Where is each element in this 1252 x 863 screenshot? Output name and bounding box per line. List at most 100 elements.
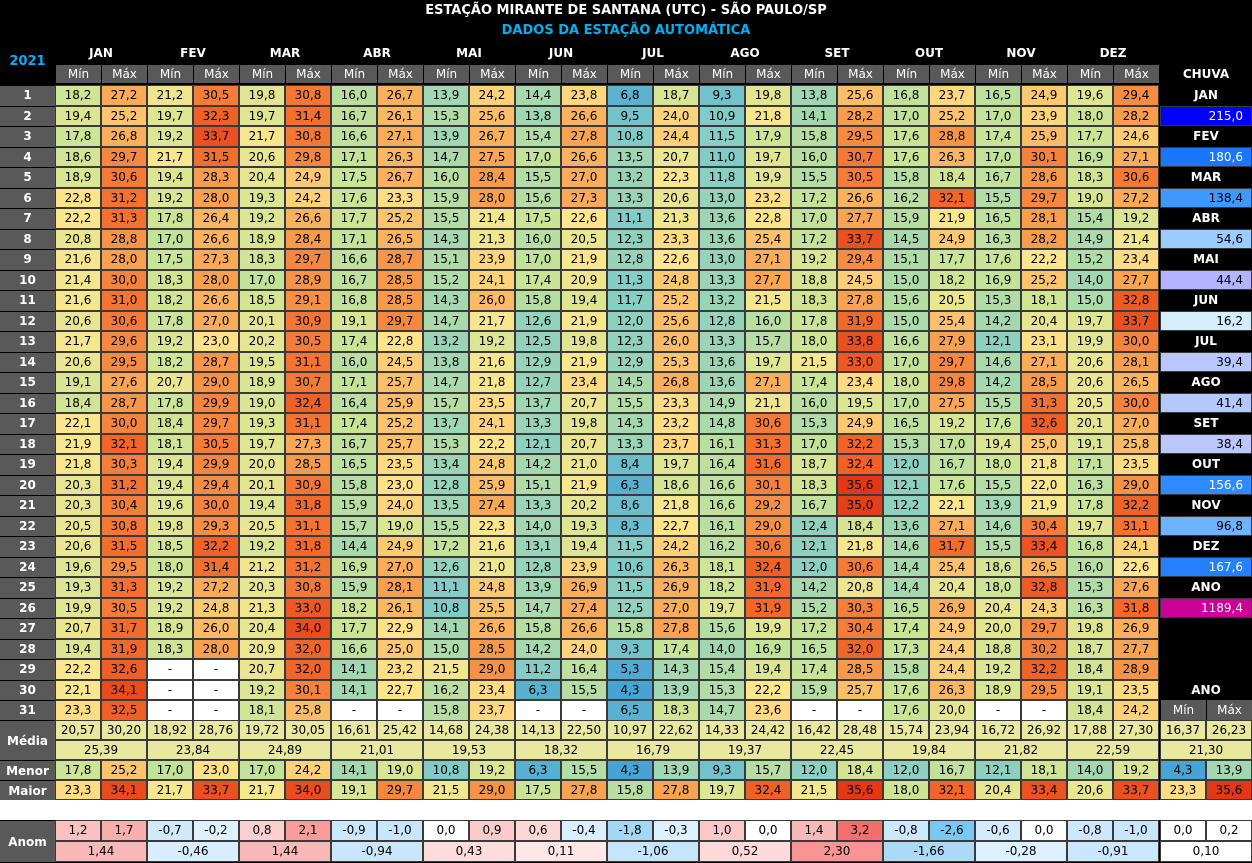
temp-cell: 22,8: [377, 331, 423, 352]
temp-cell: 17,1: [331, 228, 377, 249]
temp-cell: -: [791, 700, 837, 721]
temp-cell: 29,7: [1021, 618, 1067, 639]
temp-cell: 27,1: [377, 126, 423, 147]
temp-cell: 19,9: [745, 618, 791, 639]
temp-cell: 14,0: [1067, 269, 1113, 290]
temp-cell: 17,4: [331, 331, 377, 352]
month-header-out: OUT: [914, 46, 944, 60]
temp-cell: 17,4: [331, 413, 377, 434]
temp-cell: 19,2: [147, 187, 193, 208]
min-column-header: Mín: [147, 65, 193, 83]
temp-cell: 28,4: [285, 228, 331, 249]
media-mean-cell: 22,45: [791, 740, 883, 760]
temp-cell: 25,2: [101, 105, 147, 126]
temp-cell: 30,1: [745, 474, 791, 495]
menor-cell: 19,0: [377, 760, 423, 780]
temp-cell: 33,7: [837, 228, 883, 249]
anom-cell: -0,9: [331, 820, 377, 841]
annual-anom-mean: 0,10: [1160, 841, 1252, 862]
temp-cell: 35,0: [837, 495, 883, 516]
temp-cell: 18,6: [653, 474, 699, 495]
temp-cell: 33,8: [837, 331, 883, 352]
temp-cell: 18,4: [929, 167, 975, 188]
temp-cell: 25,0: [1021, 433, 1067, 454]
temp-cell: 27,6: [1113, 577, 1159, 598]
temp-cell: 30,1: [1021, 146, 1067, 167]
month-header-jun: JUN: [548, 46, 574, 60]
temp-cell: 31,9: [745, 597, 791, 618]
menor-cell: 18,4: [837, 760, 883, 780]
anom-cell: -0,3: [653, 820, 699, 841]
temp-cell: 23,8: [561, 85, 607, 106]
temp-cell: 15,1: [883, 249, 929, 270]
temp-cell: 11,7: [607, 290, 653, 311]
temp-cell: 29,5: [101, 556, 147, 577]
day-label: 6: [0, 187, 55, 208]
temp-cell: 18,3: [239, 249, 285, 270]
temp-cell: 19,2: [147, 597, 193, 618]
temp-cell: -: [1021, 700, 1067, 721]
temp-cell: 6,3: [607, 474, 653, 495]
temp-cell: 12,1: [791, 536, 837, 557]
temp-cell: 17,4: [653, 638, 699, 659]
temp-cell: 13,7: [423, 413, 469, 434]
temp-cell: 26,0: [193, 618, 239, 639]
maior-cell: 32,4: [745, 780, 791, 800]
temp-cell: 8,3: [607, 515, 653, 536]
max-column-header: Máx: [1113, 65, 1159, 83]
temp-cell: 27,0: [653, 597, 699, 618]
media-cell: 24,42: [745, 720, 791, 740]
temp-cell: 10,8: [607, 126, 653, 147]
temp-cell: 13,9: [653, 679, 699, 700]
menor-cell: 17,0: [147, 760, 193, 780]
media-cell: 30,20: [101, 720, 147, 740]
temp-cell: -: [561, 700, 607, 721]
temp-cell: 27,6: [101, 372, 147, 393]
maior-cell: 32,1: [929, 780, 975, 800]
temp-cell: 16,5: [883, 413, 929, 434]
min-column-header: Mín: [1067, 65, 1113, 83]
temp-cell: 18,3: [1067, 167, 1113, 188]
temp-cell: 25,7: [837, 679, 883, 700]
temp-cell: 14,2: [975, 372, 1021, 393]
temp-cell: 18,2: [699, 577, 745, 598]
anom-cell: 0,6: [515, 820, 561, 841]
temp-cell: 27,4: [469, 495, 515, 516]
temp-cell: 15,0: [1067, 290, 1113, 311]
maior-cell: 33,7: [1113, 780, 1159, 800]
temp-cell: 16,5: [331, 454, 377, 475]
anom-mean-cell: -1,66: [883, 841, 975, 862]
temp-cell: 25,3: [653, 351, 699, 372]
menor-cell: 17,8: [55, 760, 101, 780]
temp-cell: 9,5: [607, 105, 653, 126]
temp-cell: 18,0: [975, 454, 1021, 475]
temp-cell: 25,6: [469, 105, 515, 126]
temp-cell: 23,4: [1113, 249, 1159, 270]
anom-cell: -0,7: [147, 820, 193, 841]
temp-cell: 17,1: [331, 372, 377, 393]
temp-cell: 29,7: [101, 146, 147, 167]
month-header-mai: MAI: [456, 46, 482, 60]
max-column-header: Máx: [929, 65, 975, 83]
temp-cell: 29,3: [193, 515, 239, 536]
temp-cell: 23,6: [745, 700, 791, 721]
temp-cell: 21,3: [239, 597, 285, 618]
temp-cell: 16,7: [331, 433, 377, 454]
annual-media-max: 26,23: [1206, 720, 1252, 740]
temp-cell: 14,5: [607, 372, 653, 393]
anom-mean-cell: 0,11: [515, 841, 607, 862]
temp-cell: 21,6: [469, 536, 515, 557]
temp-cell: 18,2: [147, 290, 193, 311]
temp-cell: 9,3: [607, 638, 653, 659]
temp-cell: 13,3: [515, 495, 561, 516]
temp-cell: 31,5: [193, 146, 239, 167]
temp-cell: 28,4: [469, 167, 515, 188]
temp-cell: 14,6: [975, 515, 1021, 536]
temp-cell: 31,4: [285, 105, 331, 126]
temp-cell: 13,6: [699, 351, 745, 372]
temp-cell: 23,1: [1021, 331, 1067, 352]
temp-cell: 21,6: [469, 351, 515, 372]
temp-cell: 17,4: [791, 659, 837, 680]
temp-cell: 17,0: [883, 351, 929, 372]
anom-mean-cell: -0,91: [1067, 841, 1159, 862]
